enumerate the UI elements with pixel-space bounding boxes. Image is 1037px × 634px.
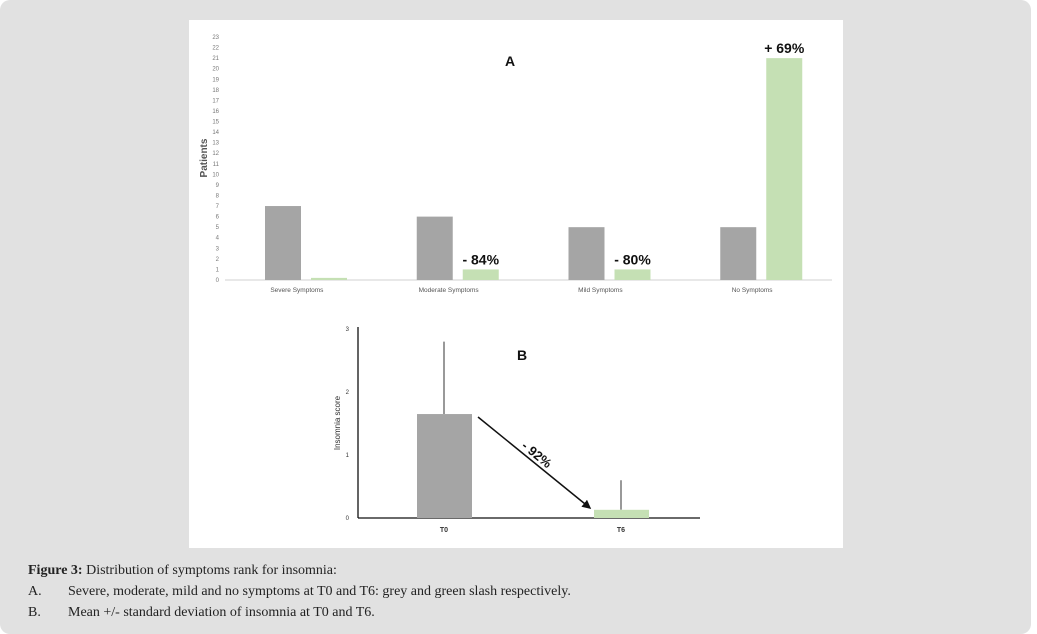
percent-change-label: - 84% <box>462 251 499 267</box>
x-tick-label: Mild Symptoms <box>578 287 623 294</box>
y-tick-label: 1 <box>216 267 220 273</box>
y-tick-label: 0 <box>346 516 350 522</box>
figure-caption: Figure 3: Distribution of symptoms rank … <box>28 563 337 579</box>
figure-image <box>189 20 843 548</box>
y-tick-label: 17 <box>212 98 219 104</box>
y-tick-label: 1 <box>346 453 350 459</box>
y-tick-label: 18 <box>212 88 219 94</box>
x-tick-label: Moderate Symptoms <box>419 287 480 294</box>
y-tick-label: 19 <box>212 77 219 83</box>
y-axis-label: Insomnia score <box>333 395 342 450</box>
y-tick-label: 7 <box>216 204 220 210</box>
bar-t6 <box>594 509 649 518</box>
y-tick-label: 14 <box>212 130 219 136</box>
caption-item-a: A. Severe, moderate, mild and no symptoms… <box>28 584 571 600</box>
decrease-arrow <box>477 416 592 509</box>
caption-item-text: Mean +/- standard deviation of insomnia … <box>68 605 375 620</box>
caption-marker: B. <box>28 605 41 620</box>
x-tick-label: No Symptoms <box>732 287 774 294</box>
caption-marker: A. <box>28 584 42 599</box>
bar-t0 <box>417 414 472 518</box>
caption-text: Distribution of symptoms rank for insomn… <box>82 563 337 578</box>
x-tick-label: Severe Symptoms <box>270 287 324 294</box>
y-tick-label: 10 <box>212 172 219 178</box>
y-tick-label: 5 <box>216 225 220 231</box>
y-tick-label: 13 <box>212 141 219 147</box>
y-tick-label: 3 <box>216 246 220 252</box>
y-tick-label: 2 <box>346 390 350 396</box>
bar-t0 <box>568 227 605 280</box>
y-tick-label: 12 <box>212 151 219 157</box>
bar-t6 <box>766 58 803 281</box>
y-tick-label: 21 <box>212 56 219 62</box>
bar-t0 <box>720 227 757 280</box>
bar-t6 <box>462 269 499 280</box>
y-tick-label: 2 <box>216 257 220 263</box>
caption-item-b: B. Mean +/- standard deviation of insomni… <box>28 605 375 621</box>
y-tick-label: 8 <box>216 193 220 199</box>
y-tick-label: 16 <box>212 109 219 115</box>
y-tick-label: 20 <box>212 67 219 73</box>
y-tick-label: 6 <box>216 215 220 221</box>
caption-item-text: Severe, moderate, mild and no symptoms a… <box>68 584 571 599</box>
chart-title: A <box>505 53 515 69</box>
y-tick-label: 4 <box>216 236 220 242</box>
y-tick-label: 3 <box>346 327 350 333</box>
percent-change-label: - 80% <box>614 251 651 267</box>
y-tick-label: 9 <box>216 183 220 189</box>
bar-t0 <box>416 216 453 280</box>
x-tick-label: T6 <box>617 527 625 534</box>
y-tick-label: 11 <box>213 162 220 168</box>
y-tick-label: 0 <box>216 278 220 284</box>
y-tick-label: 22 <box>212 46 219 52</box>
y-tick-label: 23 <box>212 35 219 41</box>
x-tick-label: T0 <box>440 527 448 534</box>
y-axis-label: Patients <box>199 138 210 177</box>
bar-t6 <box>614 269 651 280</box>
bar-t0 <box>265 206 301 280</box>
chart-title: B <box>517 347 527 363</box>
caption-label: Figure 3: <box>28 563 83 578</box>
y-tick-label: 15 <box>212 120 219 126</box>
percent-change-label: + 69% <box>764 40 805 56</box>
bar-t6 <box>311 277 347 280</box>
